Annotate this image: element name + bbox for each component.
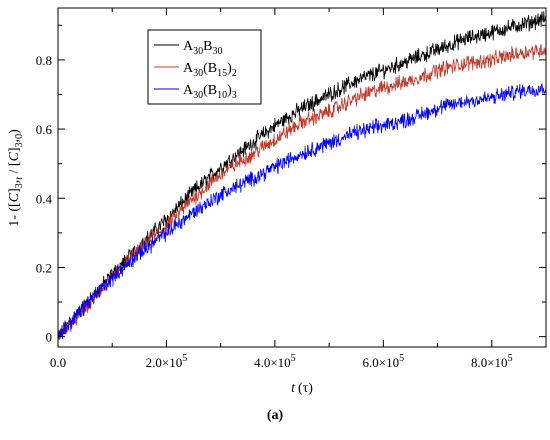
legend-label-3: A30(B10)3 — [183, 83, 237, 101]
legend-label-2: A30(B15)2 — [183, 61, 237, 79]
x-tick-label: 2.0×105 — [146, 353, 188, 370]
chart: 0.0 2.0×105 4.0×105 6.0×105 8.0×105 0 0.2 0.4 0.… — [7, 7, 547, 396]
x-axis-label-unit: (τ) — [298, 381, 313, 396]
x-tick-label: 4.0×105 — [254, 353, 296, 370]
y-tick-label: 0.6 — [36, 122, 53, 137]
plot-frame — [57, 7, 547, 348]
x-tick-label: 0.0 — [50, 355, 66, 370]
series-layer — [57, 11, 547, 341]
svg-text:1- ([C]3,t / [C]3,0): 1- ([C]3,t / [C]3,0) — [7, 129, 25, 227]
y-tick-label: 0 — [46, 330, 53, 345]
x-axis-label-italic: t — [291, 381, 296, 396]
y-tick-label: 0.2 — [36, 260, 52, 275]
y-axis-label: 1- ([C]3,t / [C]3,0) — [7, 129, 25, 227]
x-tick-label: 8.0×105 — [471, 353, 513, 370]
y-tick-label: 0.4 — [36, 191, 53, 206]
y-tick-label: 0.8 — [36, 53, 52, 68]
series-line-3 — [57, 82, 547, 340]
legend-label-1: A30B30 — [183, 39, 222, 57]
ticks-layer: 0.0 2.0×105 4.0×105 6.0×105 8.0×105 0 0.2 0.4 0.… — [36, 8, 546, 370]
x-tick-label: 6.0×105 — [363, 353, 405, 370]
series-line-2 — [57, 43, 547, 341]
figure-caption: (a) — [266, 408, 284, 423]
x-axis-label: t (τ) — [291, 381, 313, 396]
legend: A30B30 A30(B15)2 A30(B10)3 — [147, 29, 262, 105]
